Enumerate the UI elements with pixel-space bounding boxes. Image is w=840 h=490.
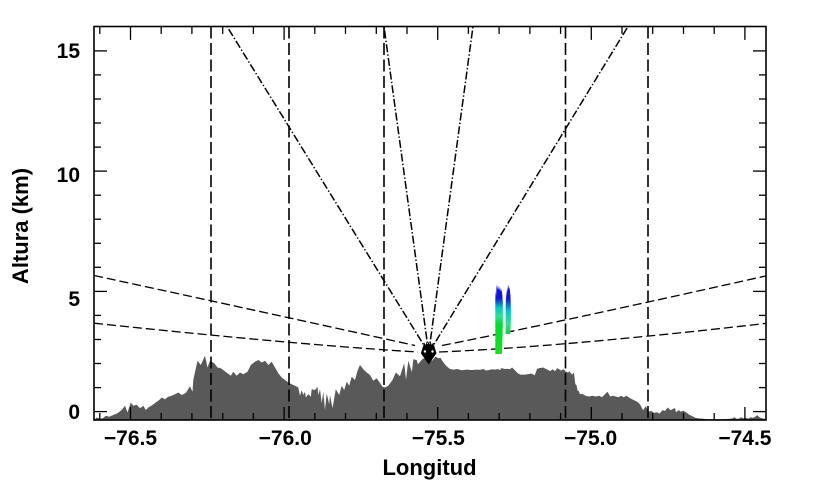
svg-text:Longitud: Longitud bbox=[382, 455, 476, 480]
svg-text:Altura (km): Altura (km) bbox=[8, 168, 33, 284]
svg-text:−75.5: −75.5 bbox=[412, 427, 465, 450]
svg-text:15: 15 bbox=[57, 40, 81, 63]
svg-text:−75.0: −75.0 bbox=[564, 427, 617, 450]
svg-text:5: 5 bbox=[68, 288, 80, 311]
svg-text:−74.5: −74.5 bbox=[718, 427, 771, 450]
svg-text:−76.0: −76.0 bbox=[259, 427, 312, 450]
svg-text:−76.5: −76.5 bbox=[104, 427, 157, 450]
svg-text:0: 0 bbox=[68, 401, 80, 424]
svg-text:10: 10 bbox=[57, 164, 80, 187]
